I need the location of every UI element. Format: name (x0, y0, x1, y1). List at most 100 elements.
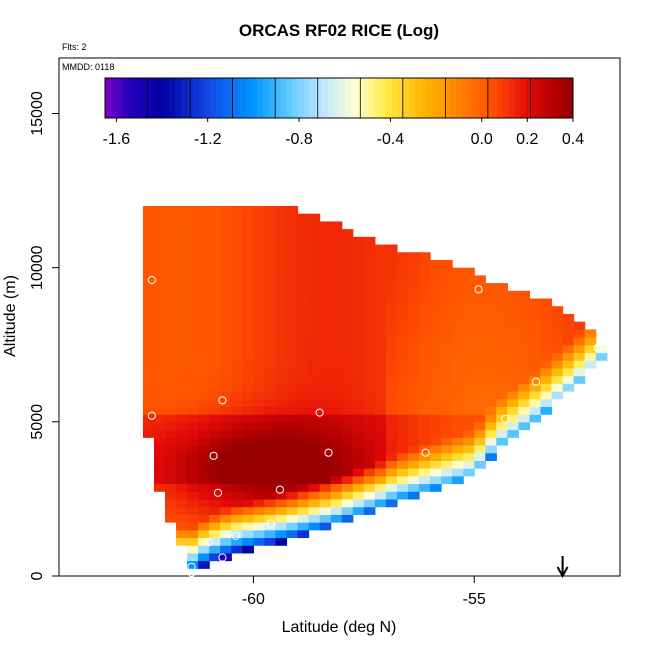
heatmap-cell (385, 468, 398, 477)
heatmap-cell (551, 391, 564, 400)
heatmap-cell (165, 229, 177, 238)
heatmap-cell (209, 522, 221, 531)
heatmap-cell (253, 483, 265, 492)
heatmap-cell (363, 414, 376, 423)
heatmap-cell (584, 352, 597, 361)
heatmap-cell (463, 391, 475, 400)
heatmap-cell (319, 352, 332, 361)
heatmap-cell (187, 383, 199, 392)
heatmap-cell (352, 491, 365, 500)
heatmap-cell (474, 275, 486, 284)
heatmap-cell (198, 213, 210, 223)
heatmap-cell (275, 391, 288, 400)
heatmap-cell (253, 259, 265, 269)
heatmap-cell (330, 306, 343, 315)
heatmap-cell (485, 344, 497, 354)
heatmap-cell (540, 352, 553, 361)
heatmap-cell (264, 221, 277, 230)
heatmap-cell (198, 491, 210, 500)
heatmap-cell (242, 537, 254, 546)
heatmap-cell (385, 352, 398, 361)
heatmap-cell (242, 206, 254, 215)
heatmap-cell (330, 460, 343, 469)
heatmap-cell (264, 229, 277, 238)
heatmap-cell (352, 383, 365, 392)
heatmap-cell (242, 375, 254, 384)
heatmap-cell (363, 290, 376, 300)
colorbar-swatch (526, 78, 533, 118)
heatmap-cell (176, 252, 188, 261)
heatmap-cell (485, 367, 497, 377)
heatmap-cell (153, 375, 166, 384)
heatmap-cell (209, 468, 221, 477)
heatmap-cell (187, 306, 199, 315)
heatmap-cell (165, 244, 177, 253)
heatmap-cell (396, 444, 409, 454)
heatmap-cell (407, 313, 420, 323)
heatmap-cell (518, 398, 531, 408)
heatmap-cell (253, 437, 265, 446)
heatmap-cell (142, 236, 155, 246)
heatmap-cell (231, 483, 243, 492)
heatmap-cell (242, 306, 254, 315)
heatmap-cell (319, 337, 332, 346)
heatmap-cell (187, 352, 199, 361)
heatmap-cell (275, 275, 288, 284)
heatmap-cell (286, 460, 299, 469)
colorbar-swatch (210, 78, 217, 118)
heatmap-cell (165, 506, 177, 515)
heatmap-cell (463, 406, 475, 415)
heatmap-cell (396, 475, 409, 485)
heatmap-cell (165, 483, 177, 492)
heatmap-cell (419, 437, 431, 446)
heatmap-cell (496, 421, 508, 431)
heatmap-cell (507, 414, 519, 423)
heatmap-cell (496, 321, 508, 330)
heatmap-cell (474, 329, 486, 338)
heatmap-cell (209, 321, 221, 330)
heatmap-cell (485, 383, 497, 392)
colorbar-swatch (280, 78, 287, 118)
heatmap-cell (452, 375, 464, 384)
heatmap-cell (485, 398, 497, 408)
heatmap-cell (220, 360, 232, 369)
heatmap-cell (330, 313, 343, 323)
heatmap-cell (352, 444, 365, 454)
heatmap-cell (153, 429, 166, 438)
heatmap-cell (363, 375, 376, 384)
heatmap-cell (363, 429, 376, 438)
arrow-head (556, 566, 569, 579)
heatmap-cell (441, 468, 453, 477)
heatmap-cell (319, 475, 332, 485)
heatmap-cell (374, 298, 387, 307)
heatmap-cell (242, 321, 254, 330)
heatmap-cell (363, 252, 376, 261)
heatmap-cell (562, 375, 575, 384)
heatmap-cell (551, 383, 564, 392)
heatmap-cell (253, 367, 265, 377)
heatmap-cell (297, 406, 310, 415)
heatmap-cell (231, 406, 243, 415)
heatmap-cell (308, 229, 321, 238)
heatmap-cell (474, 414, 486, 423)
heatmap-cell (187, 537, 199, 546)
heatmap-cell (231, 290, 243, 300)
heatmap-cell (441, 306, 453, 315)
heatmap-cell (308, 391, 321, 400)
heatmap-cell (330, 514, 343, 523)
heatmap-cell (352, 437, 365, 446)
heatmap-cell (441, 398, 453, 408)
heatmap-cell (275, 367, 288, 377)
heatmap-cell (308, 414, 321, 423)
heatmap-cell (507, 429, 519, 438)
heatmap-cell (220, 344, 232, 354)
heatmap-cell (452, 275, 464, 284)
colorbar-swatch (192, 78, 200, 118)
heatmap-cell (507, 398, 519, 408)
heatmap-cell (297, 414, 310, 423)
heatmap-cell (407, 283, 420, 292)
heatmap-cell (176, 352, 188, 361)
heatmap-cell (253, 360, 265, 369)
heatmap-cell (430, 298, 442, 307)
heatmap-cell (385, 375, 398, 384)
